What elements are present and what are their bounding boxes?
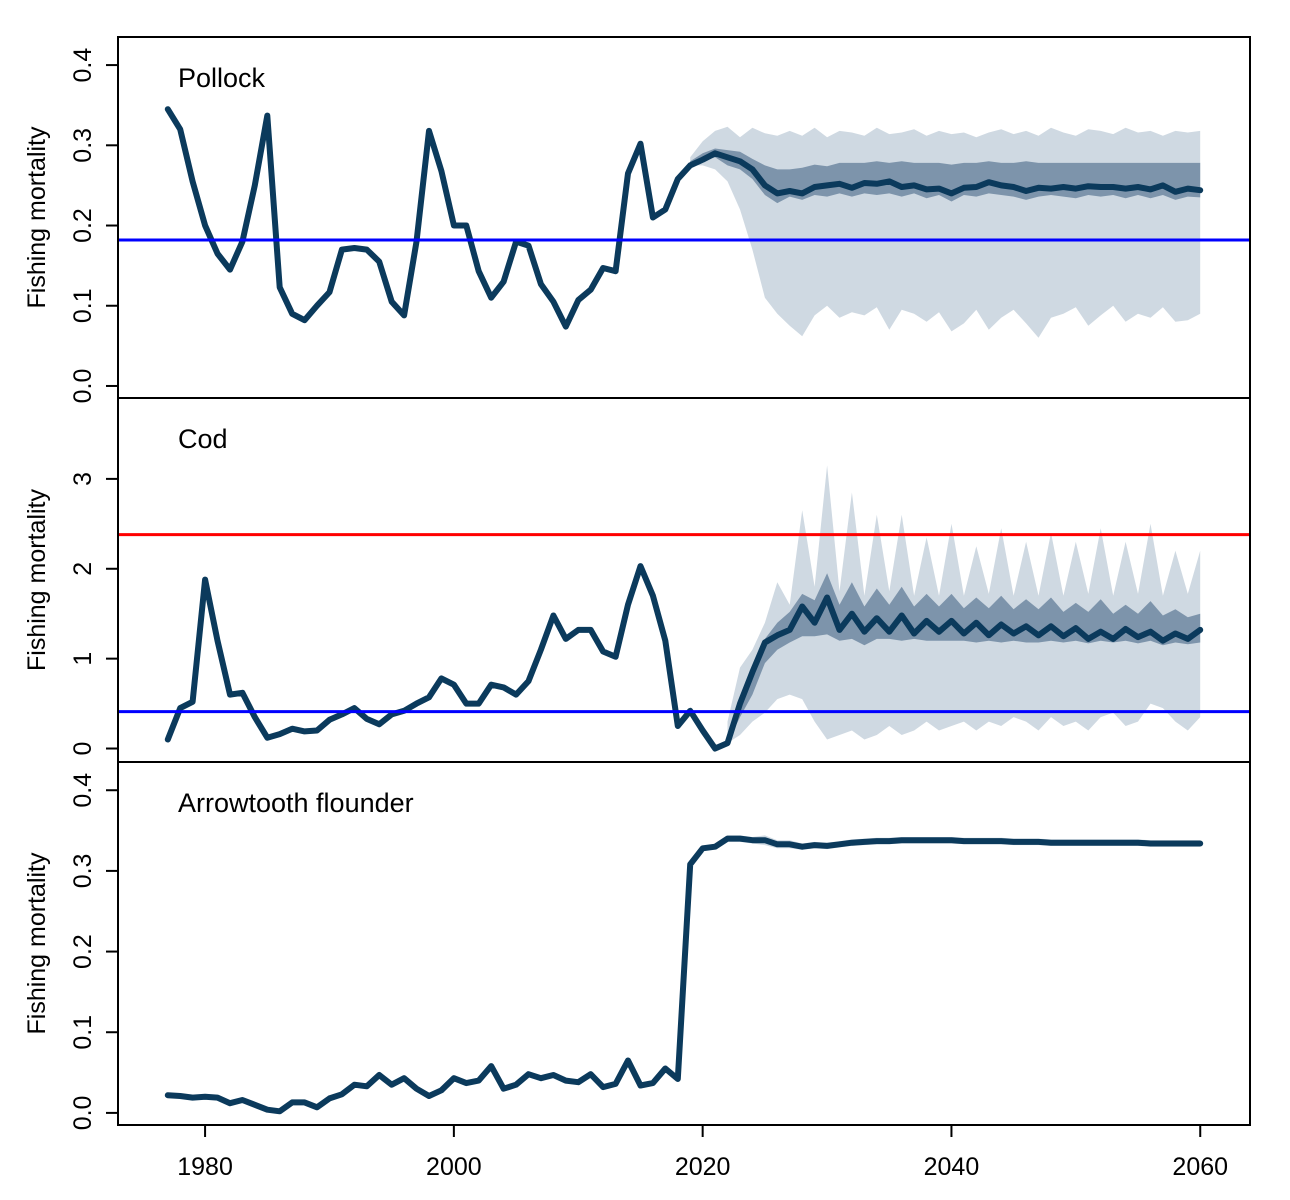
panel-2-outer-interval <box>727 465 1201 744</box>
x-tick-label: 1980 <box>177 1153 233 1181</box>
panel-3-y-tick-label: 0.4 <box>69 773 97 808</box>
panel-3-title: Arrowtooth flounder <box>178 788 414 818</box>
x-tick-label: 2020 <box>675 1153 731 1181</box>
panel-1-y-tick-label: 0.1 <box>69 288 97 323</box>
panel-2-y-tick-label: 3 <box>69 472 97 486</box>
panel-2-title: Cod <box>178 424 228 454</box>
panel-2-inner-interval <box>727 573 1201 744</box>
panel-1-y-tick-label: 0.4 <box>69 48 97 83</box>
panel-3-y-tick-label: 0.2 <box>69 934 97 969</box>
panel-3-y-axis-title: Fishing mortality <box>23 852 51 1034</box>
x-tick-label: 2060 <box>1172 1153 1228 1181</box>
panel-3-y-tick-label: 0.0 <box>69 1096 97 1131</box>
panel-2-y-axis-title: Fishing mortality <box>23 489 51 671</box>
panel-1-title: Pollock <box>178 63 266 93</box>
panel-2-y-tick-label: 1 <box>69 652 97 666</box>
panel-2-series-line <box>164 563 1204 752</box>
panel-1-y-tick-label: 0.0 <box>69 369 97 404</box>
panel-1-y-tick-label: 0.2 <box>69 208 97 243</box>
panel-3-series-line <box>164 835 1204 1115</box>
panel-3-frame <box>117 761 1251 1126</box>
panel-1-outer-interval <box>690 126 1201 338</box>
panel-2-y-tick-label: 2 <box>69 562 97 576</box>
panel-1-y-axis-title: Fishing mortality <box>23 126 51 308</box>
panel-2-y-tick-label: 0 <box>69 742 97 756</box>
panel-3-y-tick-label: 0.3 <box>69 854 97 889</box>
panel-1-series-line <box>164 106 1204 330</box>
x-tick-label: 2040 <box>924 1153 980 1181</box>
panel-1-y-tick-label: 0.3 <box>69 128 97 163</box>
x-tick-label: 2000 <box>426 1153 482 1181</box>
panel-3-y-tick-label: 0.1 <box>69 1015 97 1050</box>
